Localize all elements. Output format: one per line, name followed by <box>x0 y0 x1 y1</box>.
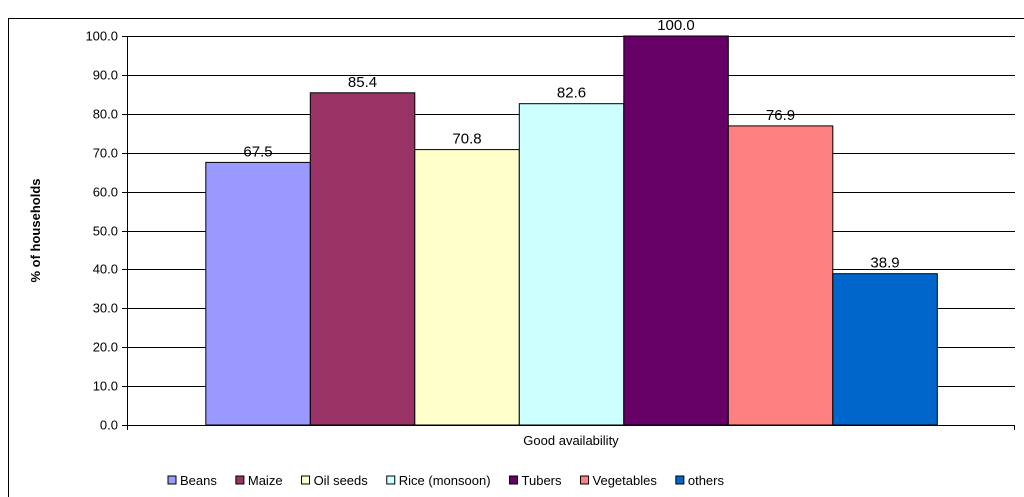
bar-tubers <box>623 35 729 426</box>
bar-oil-seeds <box>414 149 520 426</box>
y-axis-label: % of households <box>28 179 43 283</box>
legend: Beans Maize Oil seeds Rice (monsoon) Tubers V… <box>167 473 725 488</box>
legend-swatch <box>675 475 685 485</box>
legend-swatch <box>580 475 590 485</box>
legend-item: Maize <box>235 473 283 488</box>
y-tick-label: 0.0 <box>100 418 118 433</box>
y-tick-label: 30.0 <box>93 301 118 316</box>
legend-item: Rice (monsoon) <box>386 473 491 488</box>
data-label: 100.0 <box>657 17 695 34</box>
data-label: 85.4 <box>348 74 377 91</box>
y-tick-label: 80.0 <box>93 107 118 122</box>
bar-vegetables <box>727 125 834 426</box>
y-tick-label: 10.0 <box>93 379 118 394</box>
legend-item: Beans <box>167 473 217 488</box>
y-tick-label: 100.0 <box>85 29 118 44</box>
legend-item: Tubers <box>509 473 562 488</box>
bar-maize <box>309 92 416 426</box>
bars <box>205 35 938 426</box>
y-tick-label: 60.0 <box>93 185 118 200</box>
y-tick-label: 90.0 <box>93 68 118 83</box>
bar-beans <box>205 161 311 426</box>
legend-swatch <box>235 475 245 485</box>
bar-others <box>832 273 938 426</box>
chart-frame <box>8 18 1024 497</box>
legend-swatch <box>386 475 396 485</box>
legend-swatch <box>301 475 311 485</box>
legend-item: others <box>675 473 725 488</box>
data-label: 70.8 <box>452 131 481 148</box>
legend-label: Maize <box>248 473 283 488</box>
legend-label: Vegetables <box>593 473 658 488</box>
legend-label: others <box>688 473 725 488</box>
data-label: 82.6 <box>557 85 586 102</box>
x-category-label: Good availability <box>523 433 619 448</box>
legend-swatch <box>509 475 519 485</box>
legend-label: Beans <box>180 473 217 488</box>
legend-item: Oil seeds <box>301 473 369 488</box>
legend-item: Vegetables <box>580 473 658 488</box>
y-tick-label: 70.0 <box>93 146 118 161</box>
legend-swatch <box>167 475 177 485</box>
data-label: 38.9 <box>870 255 899 272</box>
data-label: 76.9 <box>766 107 795 124</box>
y-tick-labels: 0.0 10.0 20.0 30.0 40.0 50.0 60.0 70.0 80.0 90.0 1… <box>85 29 118 433</box>
bar-rice-monsoon <box>518 103 625 426</box>
legend-label: Tubers <box>522 473 562 488</box>
data-label: 67.5 <box>243 143 272 160</box>
value-labels: 67.5 85.4 70.8 82.6 100.0 76.9 38.9 <box>243 17 899 272</box>
y-tick-label: 50.0 <box>93 224 118 239</box>
y-tick-label: 20.0 <box>93 340 118 355</box>
legend-label: Oil seeds <box>314 473 369 488</box>
legend-label: Rice (monsoon) <box>399 473 491 488</box>
y-tick-label: 40.0 <box>93 262 118 277</box>
